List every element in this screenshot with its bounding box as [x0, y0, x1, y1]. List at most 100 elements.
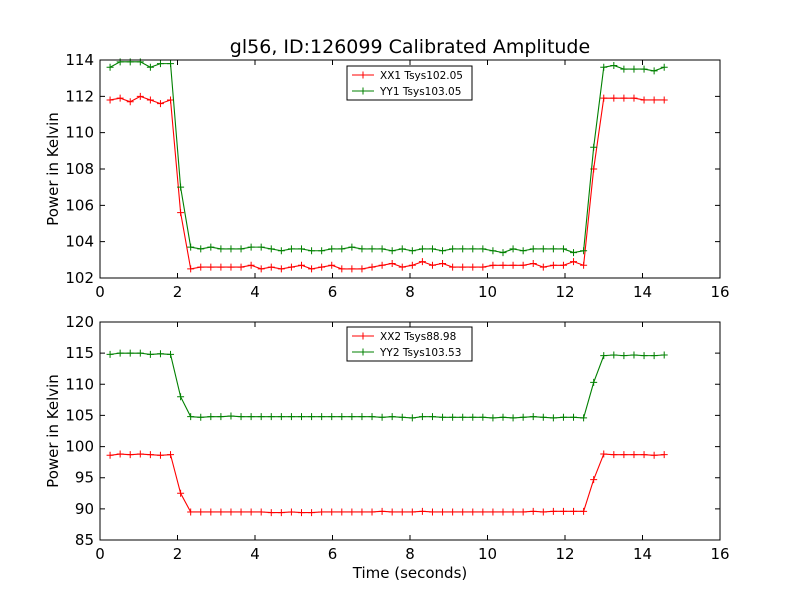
- data-point: [620, 352, 628, 360]
- data-point: [227, 263, 235, 271]
- data-point: [298, 261, 305, 269]
- data-point: [610, 351, 618, 359]
- data-point: [146, 63, 154, 71]
- data-point: [207, 243, 215, 251]
- data-point: [197, 263, 205, 271]
- data-point: [428, 261, 436, 269]
- data-point: [328, 413, 336, 421]
- data-point: [600, 450, 608, 458]
- data-point: [509, 261, 517, 269]
- data-point: [298, 245, 305, 253]
- data-point: [418, 258, 426, 266]
- data-point: [559, 261, 567, 269]
- data-point: [328, 245, 336, 253]
- data-point: [217, 245, 225, 253]
- x-tick-label: 2: [173, 283, 183, 301]
- data-point: [640, 65, 648, 73]
- data-point: [308, 265, 316, 273]
- data-point: [257, 265, 265, 273]
- data-point: [167, 60, 175, 68]
- data-point: [459, 263, 467, 271]
- data-point: [116, 450, 124, 458]
- data-point: [277, 509, 285, 517]
- data-point: [207, 508, 215, 516]
- y-tick-label: 85: [75, 531, 94, 549]
- x-tick-label: 14: [633, 545, 652, 563]
- data-point: [398, 413, 406, 421]
- data-point: [328, 261, 336, 269]
- data-point: [449, 413, 457, 421]
- data-point: [237, 245, 245, 253]
- data-point: [529, 245, 537, 253]
- data-point: [358, 508, 366, 516]
- data-point: [197, 413, 205, 421]
- y-tick-label: 110: [65, 375, 94, 393]
- data-point: [338, 265, 346, 273]
- legend-box: [346, 65, 473, 101]
- data-point: [247, 413, 255, 421]
- data-point: [388, 259, 396, 267]
- series-markers-1: [106, 450, 668, 517]
- data-point: [227, 245, 235, 253]
- legend-marker: [359, 71, 367, 79]
- data-point: [177, 489, 185, 497]
- data-point: [217, 263, 225, 271]
- data-point: [378, 507, 386, 515]
- data-point: [459, 413, 467, 421]
- data-point: [428, 245, 436, 253]
- x-tick-label: 8: [405, 283, 415, 301]
- data-point: [156, 451, 164, 459]
- data-point: [499, 249, 507, 257]
- chart-2: 0 2 4 6 8 10 12 14 16 85 90 95 100 105 110 115 120 Power …: [44, 313, 730, 582]
- data-point: [610, 61, 618, 69]
- data-point: [469, 245, 477, 253]
- x-tick-label: 4: [250, 545, 260, 563]
- data-point: [640, 451, 648, 459]
- data-point: [368, 508, 376, 516]
- data-point: [580, 261, 588, 269]
- data-point: [247, 261, 255, 269]
- data-point: [660, 96, 668, 104]
- y-axis-label: Power in Kelvin: [44, 374, 62, 488]
- y-tick-label: 115: [65, 344, 94, 362]
- data-point: [106, 350, 114, 358]
- chart-1: 0 2 4 6 8 10 12 14 16 102 104 106 108 110 112 114 Power …: [44, 51, 730, 301]
- data-point: [116, 349, 124, 357]
- y-tick-label: 100: [65, 438, 94, 456]
- data-point: [106, 451, 114, 459]
- data-point: [378, 261, 386, 269]
- data-point: [368, 413, 376, 421]
- data-point: [116, 94, 124, 102]
- data-point: [217, 508, 225, 516]
- data-point: [650, 451, 658, 459]
- data-point: [600, 352, 608, 360]
- data-point: [267, 509, 275, 517]
- data-point: [106, 96, 114, 104]
- x-tick-label: 10: [478, 283, 497, 301]
- data-point: [257, 508, 265, 516]
- data-point: [559, 413, 567, 421]
- figure-title: gl56, ID:126099 Calibrated Amplitude: [230, 36, 590, 58]
- data-point: [287, 508, 295, 516]
- data-point: [328, 508, 336, 516]
- data-point: [126, 58, 134, 66]
- data-point: [318, 413, 326, 421]
- data-point: [277, 265, 285, 273]
- data-point: [479, 263, 487, 271]
- data-point: [539, 245, 547, 253]
- data-point: [388, 247, 396, 255]
- data-point: [318, 508, 326, 516]
- data-point: [338, 413, 346, 421]
- data-point: [449, 245, 457, 253]
- data-point: [167, 350, 175, 358]
- data-point: [439, 259, 447, 267]
- series-markers-2: [106, 349, 668, 422]
- data-point: [177, 209, 185, 217]
- series-markers-2: [106, 58, 668, 257]
- data-point: [277, 413, 285, 421]
- data-point: [156, 100, 164, 108]
- data-point: [640, 352, 648, 360]
- data-point: [358, 245, 366, 253]
- data-point: [499, 413, 507, 421]
